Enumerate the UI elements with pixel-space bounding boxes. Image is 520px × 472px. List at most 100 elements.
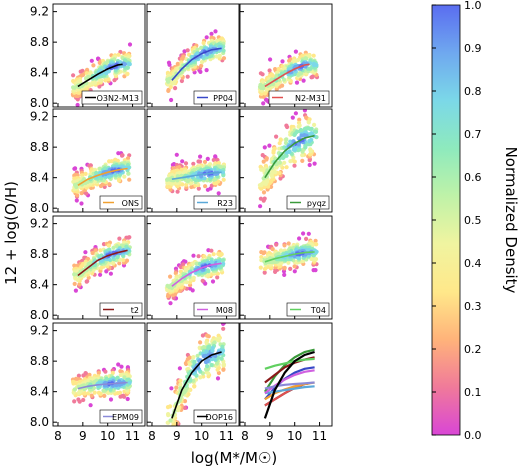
scatter-point <box>292 132 297 137</box>
scatter-point <box>121 258 126 263</box>
scatter-point <box>215 376 221 381</box>
scatter-point <box>212 180 217 186</box>
panel-frame <box>52 215 146 320</box>
scatter-point <box>277 160 282 165</box>
scatter-point <box>110 370 115 376</box>
fit-line <box>171 262 222 287</box>
scatter-point <box>297 117 302 122</box>
scatter-point <box>119 153 125 158</box>
scatter-point <box>261 101 266 106</box>
legend-o3n2-m13: O3N2-M13 <box>81 90 143 105</box>
scatter-point <box>125 71 130 76</box>
scatter-point <box>79 191 84 196</box>
legend-label: PP04 <box>213 94 233 103</box>
scatter-point <box>196 186 201 191</box>
scatter-point <box>284 137 289 142</box>
scatter-point <box>121 393 126 398</box>
scatter-point <box>197 159 203 164</box>
scatter-point <box>169 386 174 391</box>
legend-ons: ONS <box>99 195 143 210</box>
fit-line <box>77 381 128 390</box>
x-tick-label: 10 <box>100 429 115 443</box>
scatter-point <box>203 184 208 189</box>
scatter-point <box>127 177 132 182</box>
scatter-point <box>209 362 214 368</box>
panel-frame <box>52 108 146 213</box>
scatter-point <box>209 248 214 253</box>
scatter-point <box>103 78 108 83</box>
scatter-point <box>282 243 287 248</box>
scatter-point <box>258 204 263 209</box>
scatter-point <box>290 115 295 120</box>
scatter-point <box>177 366 182 371</box>
scatter-point <box>124 258 130 263</box>
fit-line <box>264 63 310 88</box>
scatter-point <box>173 271 178 276</box>
x-tick-label: 8 <box>148 429 156 443</box>
scatter-point <box>179 78 184 84</box>
legend-m08: M08 <box>193 302 237 317</box>
legend-label: ONS <box>122 199 139 208</box>
panel-frame <box>146 322 240 427</box>
y-tick-label: 8.0 <box>30 201 49 215</box>
scatter-point <box>108 397 114 402</box>
scatter-point <box>117 390 123 395</box>
y-tick-label: 8.0 <box>30 415 49 429</box>
scatter-point <box>187 362 193 367</box>
scatter-point <box>168 431 172 435</box>
scatter-point <box>178 378 183 383</box>
scatter-point <box>185 48 190 53</box>
scatter-point <box>117 177 122 182</box>
legend-box <box>99 195 143 210</box>
scatter-point <box>182 49 187 54</box>
scatter-point <box>83 250 88 255</box>
legend-box <box>286 302 330 317</box>
scatter-point <box>126 235 131 240</box>
x-tick-label: 9 <box>173 429 181 443</box>
scatter-point <box>195 353 200 358</box>
scatter-point <box>205 364 210 369</box>
scatter-point <box>72 166 77 171</box>
legend-epm09: EPM09 <box>99 409 143 424</box>
panel-plot-area <box>263 348 315 419</box>
scatter-point <box>312 161 317 166</box>
scatter-point <box>221 323 226 326</box>
scatter-point <box>278 137 283 143</box>
scatter-point <box>286 241 291 246</box>
scatter-point <box>191 253 196 258</box>
panel-frame <box>52 322 146 427</box>
scatter-point <box>274 242 279 247</box>
legend-box <box>193 195 237 210</box>
panel-t2: 8.0 8.4 8.8 9.2 t2 <box>30 215 146 322</box>
scatter-point <box>314 249 319 254</box>
legend-label: N2-M31 <box>295 94 326 103</box>
y-tick-label: 8.4 <box>30 171 49 185</box>
scatter-point <box>292 269 297 274</box>
panel-pyqz: pyqz <box>239 108 333 213</box>
scatter-point <box>97 60 102 65</box>
x-tick-label: 8 <box>241 429 249 443</box>
legend-box <box>81 90 143 105</box>
scatter-point <box>73 288 78 293</box>
scatter-point <box>96 370 101 375</box>
scatter-point <box>310 256 315 261</box>
scatter-point <box>221 177 226 182</box>
y-tick-label: 8.4 <box>30 385 49 399</box>
legend-pyqz: pyqz <box>286 195 330 210</box>
x-tick-label: 11 <box>312 429 327 443</box>
scatter-point <box>76 90 81 95</box>
scatter-point <box>261 251 266 256</box>
scatter-point <box>267 68 272 73</box>
y-tick-label: 8.4 <box>30 278 49 292</box>
scatter-point <box>309 126 314 131</box>
scatter-point <box>165 177 170 182</box>
scatter-point <box>166 87 171 92</box>
scatter-point <box>85 279 90 284</box>
panel-overlay: 8 9 10 11 <box>239 322 333 443</box>
y-tick-label: 8.0 <box>30 308 49 322</box>
scatter-point <box>125 396 130 402</box>
scatter-point <box>205 156 210 161</box>
y-tick-label: 8.0 <box>30 96 49 110</box>
scatter-point <box>297 147 302 152</box>
scatter-point <box>74 198 79 203</box>
